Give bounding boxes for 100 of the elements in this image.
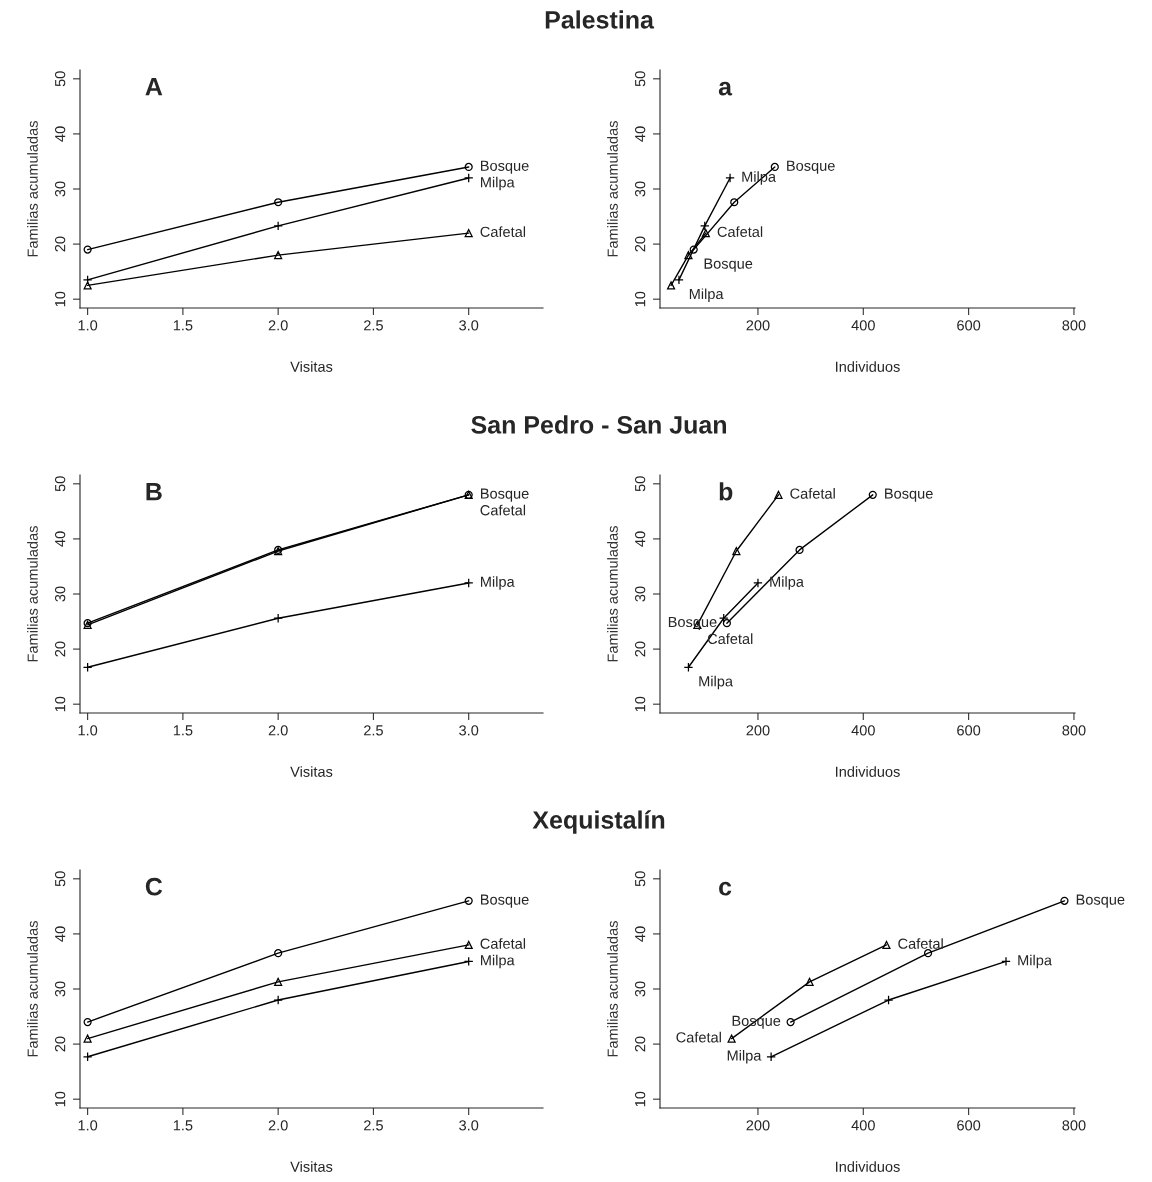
annotation: Bosque xyxy=(704,258,753,272)
x-tick-label: 400 xyxy=(851,320,875,331)
text: San Pedro - San Juan xyxy=(471,415,726,434)
x-tick-label: 600 xyxy=(957,725,981,736)
y-tick-label: 40 xyxy=(54,531,66,547)
series-label: Cafetal xyxy=(480,504,526,516)
series-label: Cafetal xyxy=(717,226,763,237)
annotation: B xyxy=(146,483,162,501)
x-tick-label: 800 xyxy=(1062,725,1086,736)
x-tick-label: 200 xyxy=(746,320,770,331)
y-tick-label: 10 xyxy=(54,291,66,307)
x-tick-label: 600 xyxy=(957,1120,981,1131)
y-tick-label: 30 xyxy=(54,981,66,997)
series-label: Bosque xyxy=(481,488,529,502)
x-tick-label: 1.5 xyxy=(173,725,193,736)
y-axis-title: Familias acumuladas xyxy=(607,121,618,257)
x-tick-label: 1.0 xyxy=(78,320,98,331)
y-axis-title: Familias acumuladas xyxy=(607,921,618,1057)
series-label: Milpa xyxy=(770,576,804,590)
y-tick-label: 20 xyxy=(634,1036,646,1052)
x-axis-title: Individuos xyxy=(836,1161,900,1172)
y-tick-label: 50 xyxy=(54,871,66,887)
x-tick-label: 3.0 xyxy=(459,320,479,331)
y-axis-title: Familias acumuladas xyxy=(607,526,618,662)
text: Xequistalín xyxy=(532,810,665,834)
x-tick-label: 400 xyxy=(851,725,875,736)
x-tick-label: 1.0 xyxy=(78,1120,98,1131)
series-label: Milpa xyxy=(481,954,515,969)
x-axis-title: Visitas xyxy=(290,361,333,372)
y-tick-label: 40 xyxy=(634,126,646,142)
x-tick-label: 400 xyxy=(851,1120,875,1131)
y-tick-label: 10 xyxy=(634,1091,646,1107)
y-tick-label: 20 xyxy=(634,641,646,657)
y-tick-label: 40 xyxy=(54,126,66,142)
series-label: Cafetal xyxy=(480,938,526,949)
x-axis-title: Individuos xyxy=(836,361,900,372)
x-tick-label: 2.5 xyxy=(364,725,383,736)
annotation: Cafetal xyxy=(707,633,753,645)
x-tick-label: 2.5 xyxy=(364,1120,383,1131)
text: Palestina xyxy=(545,10,655,29)
x-tick-label: 800 xyxy=(1062,320,1086,331)
series-label: Milpa xyxy=(481,576,515,590)
x-axis-title: Individuos xyxy=(836,766,900,777)
series-label: Cafetal xyxy=(790,488,835,499)
annotation: Milpa xyxy=(699,675,734,690)
y-tick-label: 10 xyxy=(54,696,66,712)
x-tick-label: 2.0 xyxy=(268,1120,288,1131)
x-tick-label: 200 xyxy=(746,1120,770,1131)
series-label: Bosque xyxy=(481,894,529,908)
x-tick-label: 600 xyxy=(957,320,981,331)
y-tick-label: 10 xyxy=(634,291,646,307)
y-axis-title: Familias acumuladas xyxy=(27,121,38,257)
annotation: a xyxy=(718,81,733,96)
series-label: Cafetal xyxy=(480,226,526,237)
y-tick-label: 30 xyxy=(54,181,66,197)
x-tick-label: 1.5 xyxy=(173,1120,193,1131)
y-tick-label: 40 xyxy=(634,926,646,942)
annotation: c xyxy=(719,881,732,896)
x-tick-label: 2.0 xyxy=(268,320,288,331)
series-label: Cafetal xyxy=(898,938,943,949)
series-label: Bosque xyxy=(481,160,529,174)
x-tick-label: 2.0 xyxy=(268,725,288,736)
y-tick-label: 10 xyxy=(634,696,646,712)
y-tick-label: 50 xyxy=(634,476,646,492)
series-label: Milpa xyxy=(481,176,515,191)
y-tick-label: 30 xyxy=(634,586,646,602)
x-tick-label: 1.5 xyxy=(173,320,193,331)
y-tick-label: 10 xyxy=(54,1091,66,1107)
annotation: b xyxy=(719,482,733,501)
y-tick-label: 20 xyxy=(54,236,66,252)
y-tick-label: 30 xyxy=(634,181,646,197)
annotation: Milpa xyxy=(727,1049,762,1064)
y-axis-title: Familias acumuladas xyxy=(27,921,38,1057)
x-axis-title: Visitas xyxy=(290,1161,333,1172)
annotation: Milpa xyxy=(689,288,724,302)
y-tick-label: 30 xyxy=(54,586,66,602)
series-label: Milpa xyxy=(1018,954,1052,969)
series-label: Bosque xyxy=(885,488,933,502)
y-tick-label: 50 xyxy=(54,476,66,492)
series-label: Bosque xyxy=(787,160,835,174)
x-tick-label: 3.0 xyxy=(459,725,479,736)
x-tick-label: 2.5 xyxy=(364,320,383,331)
x-tick-label: 800 xyxy=(1062,1120,1086,1131)
x-tick-label: 200 xyxy=(746,725,770,736)
series-label: Bosque xyxy=(1076,894,1125,908)
x-tick-label: 3.0 xyxy=(459,1120,479,1131)
annotation: C xyxy=(145,877,163,896)
annotation: A xyxy=(145,78,163,96)
y-tick-label: 20 xyxy=(54,641,66,657)
y-tick-label: 50 xyxy=(634,71,646,87)
y-tick-label: 50 xyxy=(634,871,646,887)
y-tick-label: 40 xyxy=(54,926,66,942)
annotation: Cafetal xyxy=(676,1031,721,1043)
x-tick-label: 1.0 xyxy=(78,725,98,736)
y-tick-label: 30 xyxy=(634,981,646,997)
y-tick-label: 40 xyxy=(634,531,646,547)
y-tick-label: 20 xyxy=(54,1036,66,1052)
x-axis-title: Visitas xyxy=(290,766,333,777)
y-tick-label: 50 xyxy=(54,71,66,87)
y-tick-label: 20 xyxy=(634,236,646,252)
